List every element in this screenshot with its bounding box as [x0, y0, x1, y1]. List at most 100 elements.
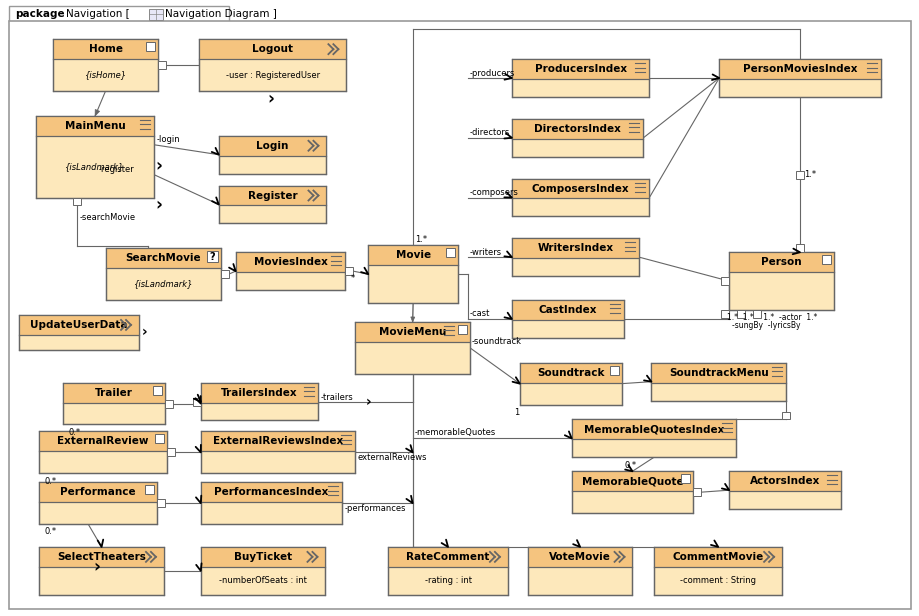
Text: -sungBy  -lyricsBy: -sungBy -lyricsBy [732, 322, 800, 330]
Bar [511, 300, 623, 338]
Bar [511, 238, 639, 258]
Text: {isHome}: {isHome} [85, 71, 127, 79]
Text: ›: › [155, 197, 162, 214]
Text: CommentMovie: CommentMovie [672, 552, 763, 562]
Text: ExternalReview: ExternalReview [57, 436, 149, 447]
Text: -directors: -directors [470, 128, 510, 137]
Bar [736, 310, 744, 318]
Bar [528, 547, 631, 567]
Text: MoviesIndex: MoviesIndex [254, 257, 327, 267]
Text: ›: › [365, 395, 370, 408]
Text: Trailer: Trailer [95, 387, 133, 397]
Text: SelectTheaters: SelectTheaters [57, 552, 146, 562]
Bar [821, 255, 830, 264]
Bar [511, 238, 639, 276]
Bar [106, 248, 221, 268]
Bar [200, 431, 355, 473]
Text: ›: › [267, 90, 274, 108]
Bar [146, 43, 154, 51]
Text: BuyTicket: BuyTicket [233, 552, 292, 562]
Bar [40, 547, 164, 567]
Bar [200, 482, 342, 524]
Text: -cast: -cast [470, 309, 490, 318]
Bar [199, 39, 346, 59]
Text: ComposersIndex: ComposersIndex [531, 184, 629, 193]
Bar [729, 471, 840, 509]
Bar [193, 397, 200, 405]
Text: 0.*: 0.* [68, 428, 80, 437]
Bar [63, 383, 165, 424]
Bar [571, 471, 693, 513]
Bar [719, 59, 879, 97]
Text: {isLandmark}: {isLandmark} [65, 162, 125, 171]
Bar [40, 431, 166, 452]
Bar [221, 270, 229, 278]
Text: ExternalReviewsIndex: ExternalReviewsIndex [212, 436, 343, 447]
Polygon shape [95, 110, 99, 116]
Bar [519, 363, 621, 383]
Bar [40, 431, 166, 473]
Bar [53, 39, 158, 59]
Text: 1: 1 [514, 408, 518, 417]
Bar [511, 59, 649, 79]
Bar [571, 419, 735, 439]
Bar [200, 383, 318, 403]
Bar [235, 253, 345, 290]
Text: ›: › [142, 325, 147, 339]
Bar [40, 547, 164, 594]
Bar [571, 419, 735, 457]
Text: -writers: -writers [470, 248, 502, 257]
Bar [719, 59, 879, 79]
Text: CastIndex: CastIndex [538, 305, 596, 315]
Text: -comment : String: -comment : String [679, 576, 755, 585]
Bar [651, 363, 785, 383]
Text: MemorableQuotesIndex: MemorableQuotesIndex [583, 424, 723, 434]
Text: UpdateUserData: UpdateUserData [30, 320, 128, 330]
Bar [219, 185, 326, 206]
Bar [368, 245, 458, 303]
Bar [511, 300, 623, 320]
Bar [53, 39, 158, 91]
Bar [153, 386, 162, 395]
Text: -searchMovie: -searchMovie [79, 213, 135, 222]
Bar [200, 383, 318, 421]
Text: 0.*: 0.* [44, 477, 56, 485]
Bar [653, 547, 781, 594]
Bar [693, 488, 700, 496]
Text: SoundtrackMenu: SoundtrackMenu [668, 368, 767, 378]
Text: -performances: -performances [344, 504, 405, 513]
Text: Movie: Movie [395, 250, 430, 260]
Text: -rating : int: -rating : int [424, 576, 471, 585]
Bar [74, 198, 81, 206]
Bar [446, 248, 455, 257]
Text: {isLandmark}: {isLandmark} [133, 280, 193, 289]
Text: -soundtrack: -soundtrack [471, 338, 521, 346]
Bar [157, 499, 165, 507]
Bar [653, 547, 781, 567]
Bar [511, 119, 642, 139]
Bar [511, 59, 649, 97]
Bar [795, 171, 803, 179]
Bar [781, 411, 789, 419]
Bar [388, 547, 507, 567]
Text: ?: ? [210, 252, 215, 262]
Text: 1.*: 1.* [414, 235, 426, 244]
Text: 0.*: 0.* [624, 461, 636, 470]
Bar [200, 431, 355, 452]
Bar [368, 245, 458, 265]
Bar [681, 474, 689, 483]
Text: -memorableQuotes: -memorableQuotes [414, 428, 495, 437]
Bar [106, 248, 221, 300]
Text: 1.*  1.*    1.*  -actor  1.*: 1.* 1.* 1.* -actor 1.* [726, 314, 817, 322]
Bar [355, 322, 470, 342]
Text: ProducersIndex: ProducersIndex [534, 64, 626, 74]
Text: TrailersIndex: TrailersIndex [221, 387, 298, 397]
Bar [36, 116, 153, 136]
Bar [651, 363, 785, 400]
Text: 1.*: 1.* [803, 170, 815, 179]
Bar [19, 315, 139, 335]
Text: 0.*: 0.* [44, 527, 56, 537]
Bar [199, 39, 346, 91]
Bar [219, 185, 326, 224]
Text: *: * [350, 274, 354, 283]
